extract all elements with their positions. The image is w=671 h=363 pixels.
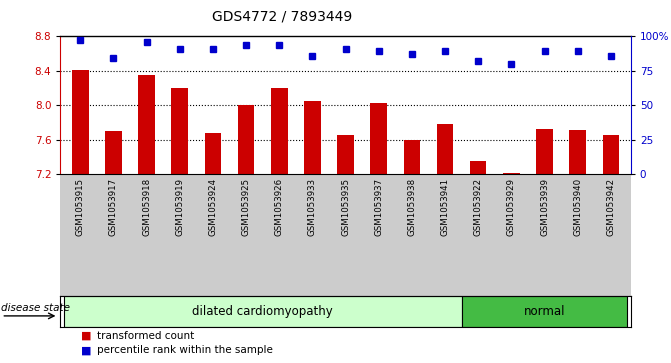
Text: GDS4772 / 7893449: GDS4772 / 7893449 bbox=[211, 9, 352, 23]
Bar bbox=[138, 75, 155, 174]
Bar bbox=[72, 70, 89, 174]
Text: GSM1053919: GSM1053919 bbox=[175, 178, 185, 236]
Text: GSM1053935: GSM1053935 bbox=[341, 178, 350, 236]
Text: percentile rank within the sample: percentile rank within the sample bbox=[97, 345, 273, 355]
Bar bbox=[338, 135, 354, 174]
Bar bbox=[105, 131, 121, 174]
Text: ■: ■ bbox=[81, 331, 91, 341]
Text: GSM1053940: GSM1053940 bbox=[573, 178, 582, 236]
Text: disease state: disease state bbox=[1, 303, 70, 313]
Text: GSM1053939: GSM1053939 bbox=[540, 178, 549, 236]
Bar bbox=[462, 296, 627, 327]
Text: transformed count: transformed count bbox=[97, 331, 195, 341]
Bar bbox=[470, 161, 486, 174]
Text: GSM1053915: GSM1053915 bbox=[76, 178, 85, 236]
Text: GSM1053926: GSM1053926 bbox=[274, 178, 284, 236]
Text: GSM1053918: GSM1053918 bbox=[142, 178, 151, 236]
Text: GSM1053938: GSM1053938 bbox=[407, 178, 417, 236]
Text: GSM1053937: GSM1053937 bbox=[374, 178, 383, 236]
Text: GSM1053925: GSM1053925 bbox=[242, 178, 250, 236]
Bar bbox=[271, 88, 288, 174]
Bar bbox=[403, 140, 420, 174]
Bar bbox=[536, 129, 553, 174]
Bar bbox=[603, 135, 619, 174]
Text: GSM1053917: GSM1053917 bbox=[109, 178, 118, 236]
Text: GSM1053929: GSM1053929 bbox=[507, 178, 516, 236]
Text: GSM1053942: GSM1053942 bbox=[607, 178, 615, 236]
Bar bbox=[570, 130, 586, 174]
Text: GSM1053922: GSM1053922 bbox=[474, 178, 482, 236]
Bar bbox=[205, 133, 221, 174]
Bar bbox=[370, 103, 387, 174]
Bar bbox=[64, 296, 462, 327]
Bar bbox=[238, 105, 254, 174]
Text: GSM1053933: GSM1053933 bbox=[308, 178, 317, 236]
Text: dilated cardiomyopathy: dilated cardiomyopathy bbox=[193, 305, 333, 318]
Text: normal: normal bbox=[524, 305, 565, 318]
Bar bbox=[172, 88, 188, 174]
Text: GSM1053924: GSM1053924 bbox=[209, 178, 217, 236]
Bar bbox=[437, 124, 454, 174]
Bar bbox=[304, 101, 321, 174]
Text: GSM1053941: GSM1053941 bbox=[441, 178, 450, 236]
Text: ■: ■ bbox=[81, 345, 91, 355]
